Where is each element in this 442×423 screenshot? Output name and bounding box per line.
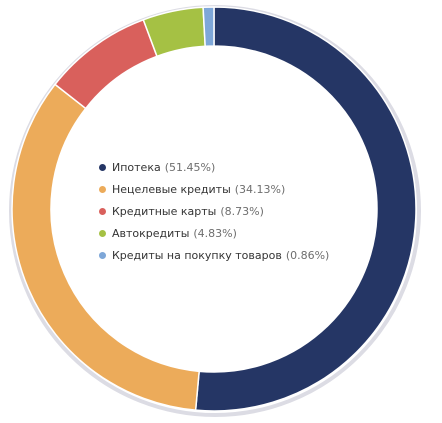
legend-value-netselevye: (34.13%)	[234, 182, 286, 196]
chart-legend: Ипотека (51.45%) Нецелевые кредиты (34.1…	[99, 156, 329, 266]
donut-slices	[9, 5, 421, 417]
legend-swatch-tovary	[99, 251, 106, 259]
legend-swatch-ipoteka	[99, 163, 106, 171]
donut-slice-kreditnye-karty[interactable]	[54, 19, 158, 110]
legend-label-ipoteka: Ипотека	[112, 160, 161, 174]
legend-item-avtokredity[interactable]: Автокредиты (4.83%)	[99, 222, 329, 244]
legend-label-kreditnye-karty: Кредитные карты	[112, 204, 217, 218]
legend-swatch-kreditnye-karty	[99, 207, 106, 215]
legend-value-avtokredity: (4.83%)	[193, 226, 237, 240]
donut-slice-ipoteka[interactable]	[194, 6, 417, 412]
legend-item-netselevye[interactable]: Нецелевые кредиты (34.13%)	[99, 178, 329, 200]
legend-item-kreditnye-karty[interactable]: Кредитные карты (8.73%)	[99, 200, 329, 222]
legend-label-avtokredity: Автокредиты	[112, 226, 190, 240]
legend-item-ipoteka[interactable]: Ипотека (51.45%)	[99, 156, 329, 178]
legend-swatch-netselevye	[99, 185, 106, 193]
legend-swatch-avtokredity	[99, 229, 106, 237]
legend-item-tovary[interactable]: Кредиты на покупку товаров (0.86%)	[99, 244, 329, 266]
legend-label-tovary: Кредиты на покупку товаров	[112, 248, 282, 262]
legend-value-kreditnye-karty: (8.73%)	[220, 204, 264, 218]
legend-value-tovary: (0.86%)	[285, 248, 330, 262]
legend-label-netselevye: Нецелевые кредиты	[112, 182, 231, 196]
legend-value-ipoteka: (51.45%)	[164, 160, 216, 174]
donut-slice-tovary[interactable]	[202, 6, 215, 47]
